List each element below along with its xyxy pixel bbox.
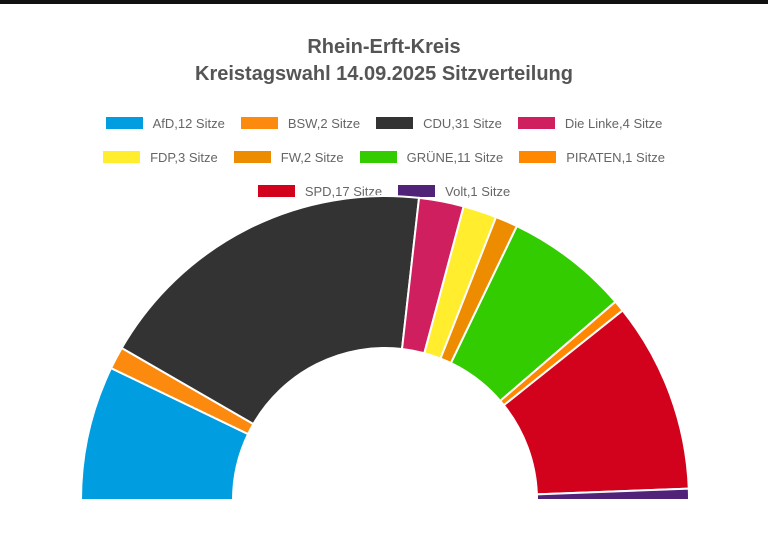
legend-swatch (359, 151, 397, 163)
legend-label: Die Linke,4 Sitze (564, 115, 663, 131)
legend-item[interactable]: GRÜNE,11 Sitze (359, 148, 504, 166)
legend-swatch (105, 117, 143, 129)
top-bar (0, 0, 768, 4)
legend-swatch (376, 117, 414, 129)
legend-item[interactable]: PIRATEN,1 Sitze (519, 148, 665, 166)
legend-label: FW,2 Sitze (280, 149, 344, 165)
chart-title: Rhein-Erft-Kreis (307, 36, 461, 58)
legend-swatch (103, 151, 141, 163)
legend-label: GRÜNE,11 Sitze (406, 149, 504, 165)
legend-swatch (398, 185, 436, 197)
legend-item[interactable]: SPD,17 Sitze (257, 182, 383, 200)
legend-item[interactable]: Volt,1 Sitze (398, 182, 510, 200)
legend-swatch (233, 151, 271, 163)
legend-swatch (240, 117, 278, 129)
legend-label: FDP,3 Sitze (150, 149, 218, 165)
legend-item[interactable]: FDP,3 Sitze (103, 148, 218, 166)
legend: AfD,12 Sitze BSW,2 Sitze CDU,31 Sitze Die L… (60, 114, 708, 200)
legend-label: Volt,1 Sitze (445, 183, 511, 199)
legend-item[interactable]: BSW,2 Sitze (240, 114, 361, 132)
legend-label: CDU,31 Sitze (423, 115, 502, 131)
legend-swatch (257, 185, 295, 197)
slice-volt[interactable] (535, 487, 691, 501)
legend-swatch (519, 151, 557, 163)
legend-item[interactable]: Die Linke,4 Sitze (517, 114, 663, 132)
legend-item[interactable]: AfD,12 Sitze (105, 114, 225, 132)
slice-cdu[interactable] (120, 195, 421, 426)
legend-label: PIRATEN,1 Sitze (566, 149, 665, 165)
chart-subtitle: Kreistagswahl 14.09.2025 Sitzverteilung (195, 63, 573, 85)
legend-label: BSW,2 Sitze (287, 115, 361, 131)
legend-label: SPD,17 Sitze (304, 183, 383, 199)
legend-item[interactable]: CDU,31 Sitze (376, 114, 502, 132)
legend-item[interactable]: FW,2 Sitze (233, 148, 344, 166)
legend-swatch (517, 117, 555, 129)
legend-label: AfD,12 Sitze (152, 115, 225, 131)
